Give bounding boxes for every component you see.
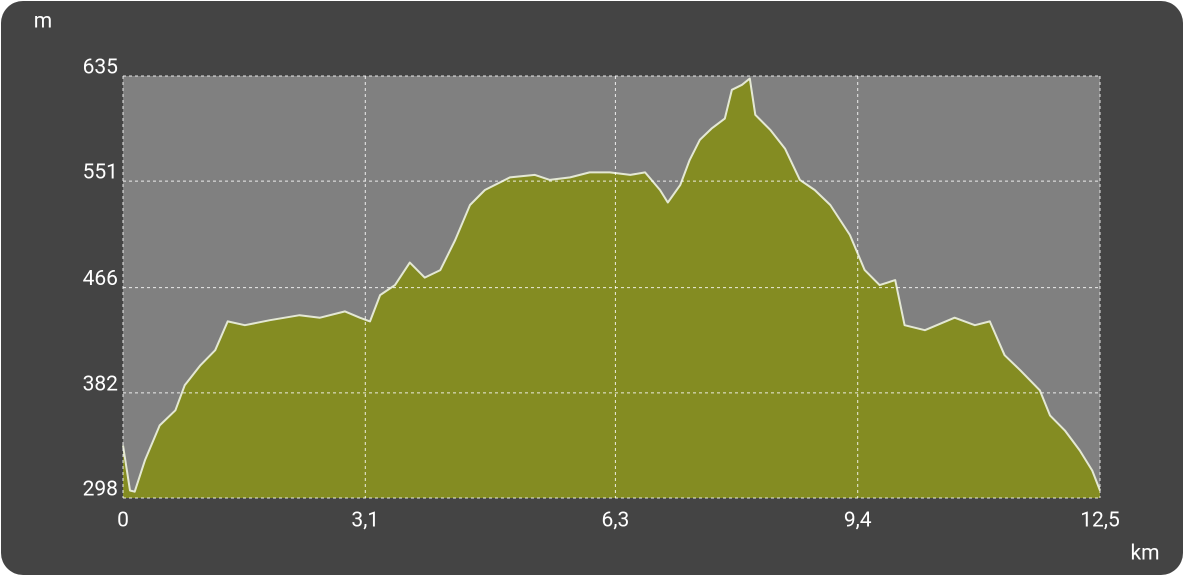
y-tick-label: 298: [83, 478, 118, 502]
y-tick-label: 382: [83, 372, 119, 396]
y-tick-label: 466: [83, 267, 118, 291]
y-tick-label: 551: [83, 161, 118, 185]
x-tick-label: 9,4: [844, 509, 872, 533]
y-tick-label: 635: [83, 56, 118, 80]
x-tick-label: 6,3: [602, 509, 630, 533]
x-tick-label: 12,5: [1080, 509, 1120, 533]
x-axis-label: km: [1130, 542, 1159, 566]
x-tick-label: 3,1: [351, 509, 379, 533]
x-tick-label: 0: [117, 509, 129, 533]
y-axis-label: m: [34, 10, 52, 34]
